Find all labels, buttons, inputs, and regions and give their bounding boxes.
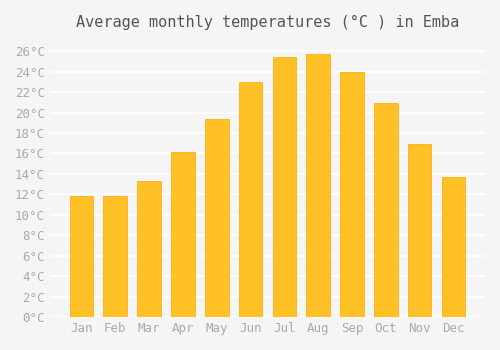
Bar bbox=[340, 72, 364, 317]
Bar bbox=[238, 82, 262, 317]
Bar bbox=[171, 152, 194, 317]
Bar bbox=[374, 103, 398, 317]
Bar bbox=[205, 119, 229, 317]
Bar bbox=[442, 177, 465, 317]
Title: Average monthly temperatures (°C ) in Emba: Average monthly temperatures (°C ) in Em… bbox=[76, 15, 459, 30]
Bar bbox=[272, 57, 296, 317]
Bar bbox=[104, 196, 127, 317]
Bar bbox=[408, 144, 432, 317]
Bar bbox=[306, 54, 330, 317]
Bar bbox=[70, 196, 94, 317]
Bar bbox=[138, 181, 161, 317]
